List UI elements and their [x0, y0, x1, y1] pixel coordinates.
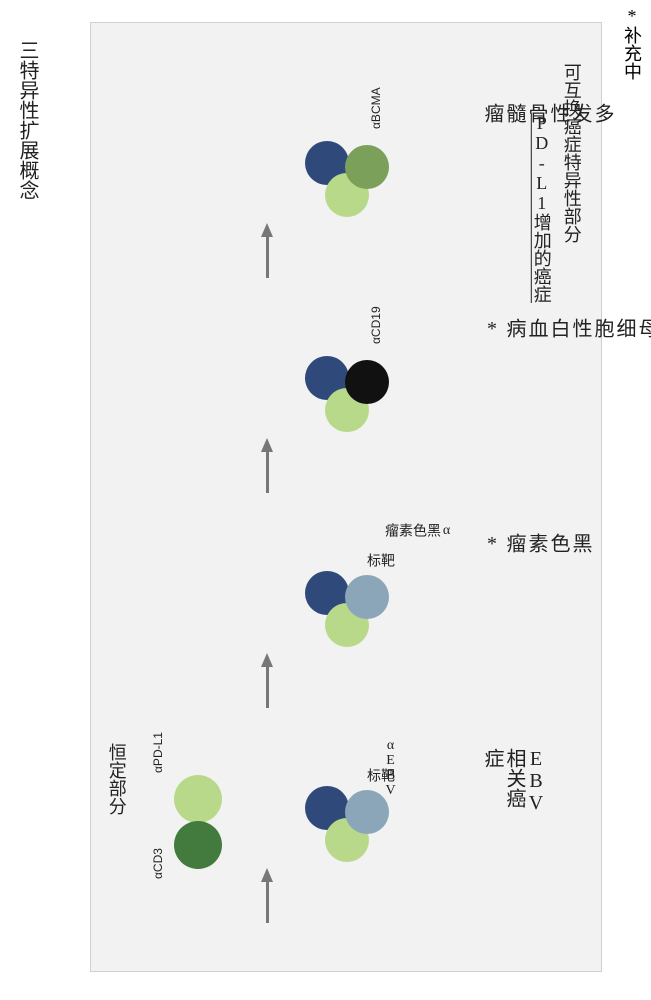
arrow-head: [261, 223, 273, 237]
arrow-line: [266, 882, 269, 923]
target-label-l2: 靶标: [365, 768, 393, 782]
target-label: αBCMA: [369, 87, 383, 129]
arrow-head: [261, 868, 273, 882]
interchangeable-label: 可互换癌症特异性部分: [561, 63, 581, 243]
cd3-label: αCD3: [151, 848, 165, 879]
target-label-l2: 靶标: [365, 553, 393, 567]
target-label: αCD19: [369, 306, 383, 344]
disease-label: 急性淋巴母细胞性白血病*: [481, 318, 651, 340]
arrow-head: [261, 653, 273, 667]
constant-section-label: 恒定部分: [106, 743, 126, 815]
diagram-panel: 恒定部分 αPD-L1 αCD3 可互换癌症特异性部分 PD-L1增加的癌症 α…: [90, 22, 602, 972]
arrow-head: [261, 438, 273, 452]
pdl1-circle: [174, 775, 222, 823]
pdl1-header: PD-L1增加的癌症: [531, 113, 551, 303]
target-label-l1: α黑色素瘤: [383, 523, 453, 538]
disease-label: 黑色素瘤*: [481, 533, 591, 555]
arrow-line: [266, 667, 269, 708]
trio-target-circle: [345, 575, 389, 619]
trio-target-circle: [345, 360, 389, 404]
main-title: 三特异性扩展概念: [15, 40, 39, 200]
disease-label: EBV相关癌症: [481, 748, 547, 814]
trio-target-circle: [345, 145, 389, 189]
note-top: *补充中: [619, 6, 645, 80]
disease-label: 多发性骨髓瘤: [481, 103, 613, 123]
arrow-line: [266, 452, 269, 493]
cd3-circle: [174, 821, 222, 869]
arrow-line: [266, 237, 269, 278]
pdl1-label: αPD-L1: [151, 732, 165, 773]
